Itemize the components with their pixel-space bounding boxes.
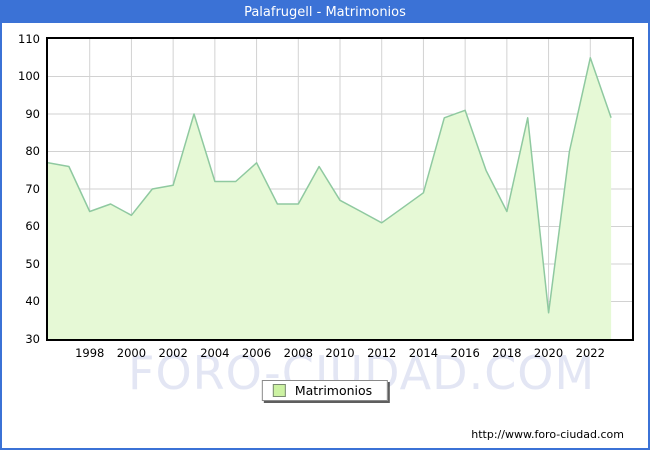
- area-chart-svg: [48, 39, 632, 339]
- y-tick-label: 30: [25, 331, 40, 346]
- x-tick-label: 2006: [241, 346, 272, 360]
- x-tick-label: 2012: [367, 346, 397, 360]
- y-tick-label: 110: [18, 31, 40, 46]
- x-tick-label: 2016: [450, 346, 480, 360]
- chart-title: Palafrugell - Matrimonios: [2, 2, 648, 23]
- x-tick-label: 2018: [492, 346, 522, 360]
- x-tick-label: 1998: [75, 346, 105, 360]
- legend-swatch-icon: [272, 384, 286, 397]
- x-tick-label: 2008: [283, 346, 313, 360]
- x-tick-label: 2004: [200, 346, 230, 360]
- y-tick-label: 70: [25, 181, 40, 196]
- x-tick-label: 2020: [533, 346, 564, 360]
- legend-box: Matrimonios: [261, 380, 389, 401]
- x-tick-label: 2010: [325, 346, 355, 360]
- y-tick-label: 40: [25, 294, 40, 308]
- y-tick-label: 60: [25, 219, 40, 233]
- plot-area: [46, 37, 634, 341]
- y-tick-label: 80: [25, 144, 40, 158]
- x-tick-label: 2002: [158, 346, 188, 360]
- x-tick-label: 2000: [116, 346, 147, 360]
- footer-link[interactable]: http://www.foro-ciudad.com: [471, 428, 624, 441]
- x-tick-label: 2014: [408, 346, 439, 360]
- y-tick-label: 90: [25, 106, 40, 121]
- x-tick-label: 2022: [575, 346, 605, 360]
- y-tick-label: 100: [18, 69, 40, 83]
- legend-label: Matrimonios: [294, 383, 373, 398]
- y-tick-label: 50: [25, 256, 40, 271]
